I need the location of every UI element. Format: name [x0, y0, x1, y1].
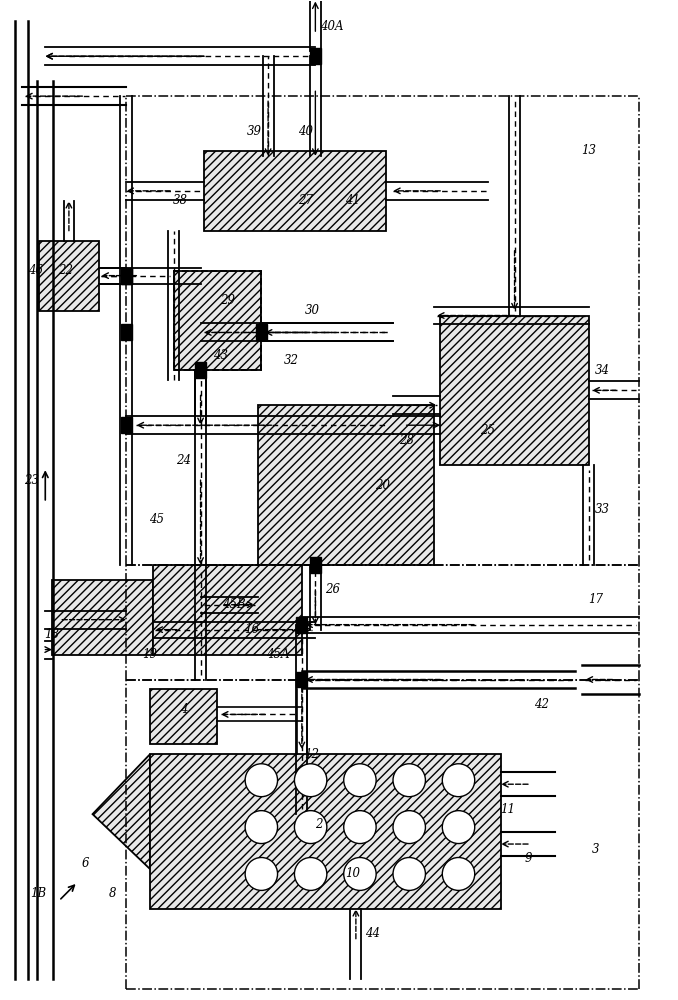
Text: 13: 13 [581, 144, 597, 157]
Bar [153, 565, 302, 655]
Text: 19: 19 [142, 648, 157, 661]
Text: 40: 40 [298, 125, 313, 138]
Bar [440, 316, 589, 465]
Bar [258, 405, 433, 565]
Text: 44: 44 [365, 927, 380, 940]
Bar [150, 754, 501, 909]
Bar [174, 271, 261, 370]
Polygon shape [92, 754, 150, 869]
Text: 4: 4 [180, 703, 187, 716]
Text: 42: 42 [534, 698, 549, 711]
Text: 34: 34 [595, 364, 610, 377]
Text: 22: 22 [58, 264, 73, 277]
Ellipse shape [393, 811, 425, 844]
Bar [310, 48, 321, 64]
Text: 12: 12 [304, 748, 319, 761]
Text: 40A: 40A [321, 20, 344, 33]
Text: 16: 16 [243, 623, 259, 636]
Text: 27: 27 [298, 194, 313, 207]
Text: 23: 23 [24, 474, 39, 487]
Bar [296, 672, 307, 687]
Text: 6: 6 [82, 857, 89, 870]
Text: 45A: 45A [266, 648, 290, 661]
Ellipse shape [442, 858, 475, 890]
Bar [121, 268, 132, 284]
Text: 43: 43 [214, 349, 228, 362]
Bar [204, 151, 386, 231]
Text: 17: 17 [588, 593, 603, 606]
Text: 32: 32 [284, 354, 299, 367]
Bar [121, 268, 132, 284]
Bar [150, 689, 218, 744]
Bar [39, 241, 99, 311]
Ellipse shape [393, 764, 425, 797]
Ellipse shape [344, 764, 376, 797]
Text: 26: 26 [325, 583, 340, 596]
Bar [256, 324, 266, 340]
Text: 28: 28 [399, 434, 414, 447]
Bar [310, 557, 321, 573]
Text: 29: 29 [220, 294, 235, 307]
Text: 45: 45 [149, 513, 164, 526]
Text: 1B: 1B [31, 887, 47, 900]
Text: 2: 2 [315, 818, 323, 831]
Text: 8: 8 [109, 887, 117, 900]
Ellipse shape [245, 811, 277, 844]
Text: 9: 9 [524, 852, 532, 865]
Text: 38: 38 [173, 194, 188, 207]
Text: 10: 10 [345, 867, 360, 880]
Text: 24: 24 [176, 454, 191, 467]
Ellipse shape [393, 858, 425, 890]
Text: 45B: 45B [222, 598, 246, 611]
Text: 25: 25 [480, 424, 495, 437]
Ellipse shape [294, 811, 327, 844]
Ellipse shape [344, 811, 376, 844]
Bar [52, 580, 153, 655]
Ellipse shape [442, 764, 475, 797]
Text: 30: 30 [304, 304, 319, 317]
Ellipse shape [245, 858, 277, 890]
Bar [121, 417, 132, 433]
Text: 11: 11 [500, 803, 515, 816]
Ellipse shape [294, 858, 327, 890]
Text: 20: 20 [376, 479, 391, 492]
Ellipse shape [344, 858, 376, 890]
Text: 46: 46 [28, 264, 43, 277]
Text: 33: 33 [595, 503, 610, 516]
Ellipse shape [294, 764, 327, 797]
Ellipse shape [245, 764, 277, 797]
Bar [296, 617, 307, 633]
Bar [174, 271, 261, 370]
Text: 18: 18 [45, 628, 60, 641]
Bar [121, 324, 132, 340]
Text: 3: 3 [592, 843, 599, 856]
Text: 39: 39 [247, 125, 262, 138]
Text: 41: 41 [345, 194, 360, 207]
Bar [195, 362, 206, 378]
Ellipse shape [442, 811, 475, 844]
